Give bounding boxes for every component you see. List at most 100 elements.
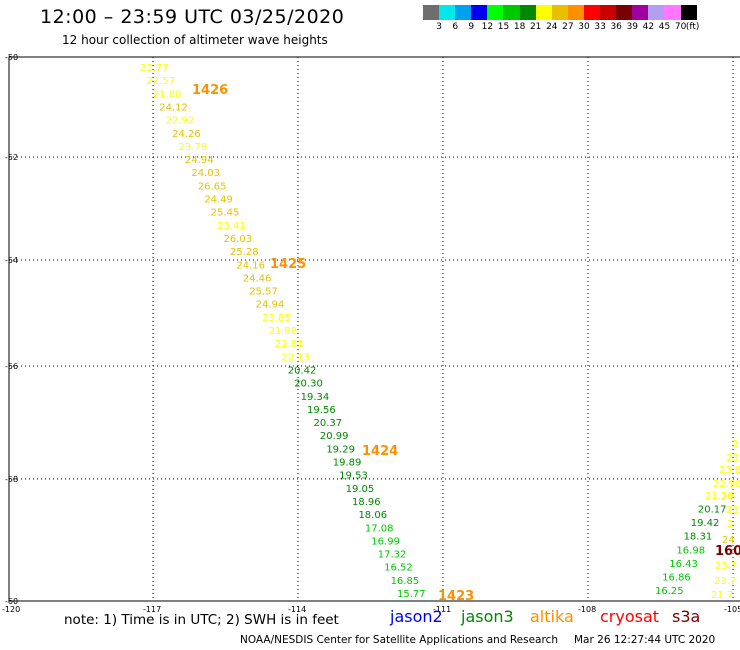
wave-height-value: 18.96 xyxy=(352,497,381,508)
altimeter-track-right: 21.30 20.17 19.42 18.31 16.98 16.43 16.86 16.25… xyxy=(655,439,740,601)
mission-name: jason2 xyxy=(390,607,443,626)
legend-swatch xyxy=(423,5,440,20)
wave-height-value: 16.25 xyxy=(655,586,684,597)
legend-swatch xyxy=(583,5,601,20)
wave-height-value: 19.53 xyxy=(339,471,368,482)
wave-height-value: 16.99 xyxy=(371,536,400,547)
longitude-label: -111 xyxy=(433,605,451,614)
longitude-labels: -120 -117 -114 -111 -108 -105 xyxy=(2,605,740,614)
wave-height-value: 26.03 xyxy=(224,234,253,245)
wave-height-value: 24.03 xyxy=(191,168,220,179)
legend-label: (ft) xyxy=(685,22,700,32)
map-title: 12:00 – 23:59 UTC 03/25/2020 xyxy=(40,6,345,28)
legend-swatch xyxy=(551,5,568,20)
wave-height-value: 19.29 xyxy=(326,444,355,455)
legend-label: 27 xyxy=(562,22,574,32)
legend-swatch xyxy=(567,5,584,20)
wave-height-value: 19.34 xyxy=(301,392,330,403)
legend-swatch xyxy=(648,5,665,20)
legend-label: 45 xyxy=(658,22,671,32)
mission-name: s3a xyxy=(672,607,701,626)
wave-height-value: 21.88 xyxy=(153,89,182,100)
map-frame xyxy=(8,56,740,602)
legend-label: 18 xyxy=(513,22,526,32)
wave-height-value: 23 xyxy=(726,505,739,516)
legend-label: 9 xyxy=(468,22,475,32)
pass-number-label: 160 xyxy=(715,544,740,559)
wave-height-value: 24 xyxy=(721,492,734,503)
footer-note: note: 1) Time is in UTC; 2) SWH is in fe… xyxy=(64,612,339,628)
longitude-label: -108 xyxy=(578,605,596,614)
latitude-label: -58 xyxy=(5,475,18,484)
wave-height-value: 20.99 xyxy=(320,431,349,442)
pass-number-label: 1425 xyxy=(270,257,306,272)
latitude-label: -60 xyxy=(5,597,18,606)
wave-height-value: 24.26 xyxy=(172,129,201,140)
latitude-labels: -50 -52 -54 -56 -58 -60 xyxy=(5,53,18,606)
wave-height-value: 2 xyxy=(727,519,733,530)
legend-label: 39 xyxy=(626,22,639,32)
pass-number-label: 1424 xyxy=(362,444,398,459)
wave-height-value: 21.7 xyxy=(711,590,733,601)
credit-text: NOAA/NESDIS Center for Satellite Applica… xyxy=(240,634,558,646)
legend-label: 70 xyxy=(674,22,687,32)
legend-label: 3 xyxy=(436,22,442,32)
wave-height-value: 24.49 xyxy=(204,195,233,206)
latitude-label: -56 xyxy=(5,362,18,371)
credit-line: NOAA/NESDIS Center for Satellite Applica… xyxy=(240,634,715,646)
pass-number-label: 1423 xyxy=(438,589,474,604)
legend-swatch xyxy=(439,5,456,20)
mission-name: altika xyxy=(530,607,574,626)
legend-label: 30 xyxy=(578,22,590,32)
wave-height-value: 18.31 xyxy=(684,532,713,543)
wave-height-value: 24.94 xyxy=(256,300,285,311)
wave-height-value: 22.92 xyxy=(166,116,195,127)
wave-height-value: 24.94 xyxy=(185,155,214,166)
mission-name: cryosat xyxy=(600,607,660,626)
wave-height-value: 20.17 xyxy=(698,505,727,516)
legend-swatch xyxy=(616,5,633,20)
legend-swatch xyxy=(487,5,504,20)
wave-height-value: 23.8 xyxy=(719,465,740,476)
legend-label: 6 xyxy=(452,22,459,32)
wave-height-value: 25.45 xyxy=(211,208,240,219)
wave-height-value: 19.05 xyxy=(346,484,375,495)
timestamp: Mar 26 12:27:44 UTC 2020 xyxy=(574,634,716,646)
legend-swatch xyxy=(680,5,697,20)
wave-height-value: 19.56 xyxy=(307,405,336,416)
wave-height-value: 21.88 xyxy=(269,326,298,337)
altimeter-track-main: 22.77 22.57 21.88 24.12 22.92 24.26 23.79 24.94… xyxy=(140,63,474,604)
wave-height-value: 23.85 xyxy=(262,313,291,324)
legend-label: 36 xyxy=(610,22,622,32)
legend-swatch xyxy=(519,5,536,20)
legend-swatch xyxy=(600,5,617,20)
wave-height-value: 22.13 xyxy=(281,352,310,363)
legend-swatch xyxy=(664,5,681,20)
wave-height-value: 17.32 xyxy=(378,550,407,561)
wave-height-value: 16.52 xyxy=(384,563,413,574)
wave-height-value: 16.98 xyxy=(676,545,705,556)
legend-label: 15 xyxy=(497,22,510,32)
legend-labels: 3 6 9 12 15 18 21 24 27 30 33 36 39 42 45 70 (ft) xyxy=(423,22,740,36)
legend-swatch xyxy=(503,5,520,20)
wave-height-value: 22.98 xyxy=(713,479,740,490)
grid-lines xyxy=(9,57,740,601)
legend-label: 21 xyxy=(529,22,542,32)
wave-height-value: 16.43 xyxy=(669,559,698,570)
mission-name: jason3 xyxy=(461,607,514,626)
wave-height-value: 24.16 xyxy=(236,260,265,271)
longitude-label: -114 xyxy=(288,605,306,614)
map-subtitle: 12 hour collection of altimeter wave hei… xyxy=(62,33,328,47)
wave-height-value: 24 xyxy=(722,535,735,546)
wave-height-value: 23 xyxy=(726,453,739,464)
latitude-label: -52 xyxy=(5,153,18,162)
latitude-label: -50 xyxy=(5,53,18,62)
longitude-label: -120 xyxy=(2,605,20,614)
legend-swatch xyxy=(471,5,488,20)
legend-label: 42 xyxy=(642,22,655,32)
legend-swatch xyxy=(632,5,649,20)
wave-height-value: 21.30 xyxy=(705,491,734,502)
legend-label: 24 xyxy=(546,22,558,32)
color-legend xyxy=(423,5,697,20)
